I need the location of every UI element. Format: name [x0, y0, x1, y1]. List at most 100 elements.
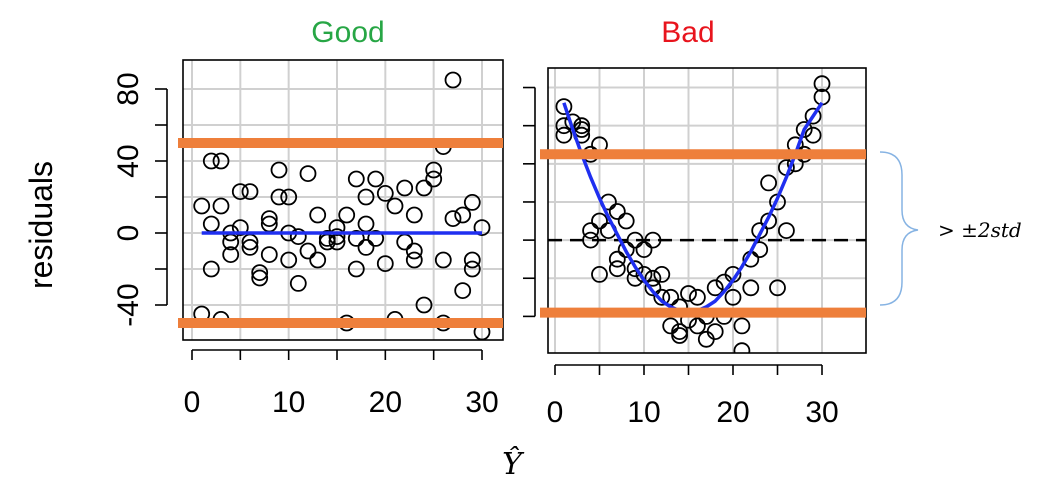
data-point	[260, 210, 278, 228]
data-point	[582, 222, 599, 240]
data-point	[591, 265, 608, 283]
data-point	[328, 228, 346, 246]
data-point	[733, 317, 751, 335]
data-point	[689, 317, 706, 335]
data-point	[425, 170, 443, 188]
data-point	[617, 241, 635, 259]
data-point	[644, 269, 662, 287]
data-point	[309, 251, 327, 269]
data-point	[454, 282, 472, 300]
bad-plot-frame	[547, 67, 867, 354]
data-point	[804, 126, 822, 144]
data-point	[357, 238, 375, 256]
x-tick-label: 30	[805, 396, 838, 429]
data-point	[724, 288, 742, 306]
data-point	[778, 222, 795, 240]
data-point	[280, 188, 298, 206]
data-point	[653, 265, 671, 283]
data-point	[241, 183, 259, 201]
data-point	[706, 323, 724, 341]
data-point	[608, 203, 626, 220]
data-point	[357, 188, 375, 206]
data-point	[662, 317, 680, 335]
data-point	[689, 288, 706, 306]
data-point	[804, 107, 822, 125]
data-point	[222, 246, 240, 264]
good-points	[193, 71, 491, 340]
data-point	[212, 152, 230, 170]
data-point	[251, 269, 269, 287]
data-point	[202, 152, 220, 170]
data-point	[644, 279, 662, 297]
data-point	[231, 183, 249, 201]
data-point	[444, 210, 462, 228]
data-point	[582, 231, 599, 249]
y-tick-label: 80	[112, 72, 145, 105]
data-point	[415, 296, 433, 314]
data-point	[680, 285, 697, 302]
y-tick-label: 40	[112, 144, 145, 177]
data-point	[405, 242, 423, 260]
x-tick-label: 10	[627, 396, 660, 429]
data-point	[318, 229, 336, 247]
bad-title: Bad	[661, 16, 714, 49]
x-tick-label: 0	[184, 386, 201, 419]
data-point	[425, 161, 443, 179]
data-point	[760, 174, 777, 192]
x-tick-label: 0	[547, 396, 564, 429]
data-point	[608, 250, 626, 268]
data-point	[671, 327, 688, 344]
data-point	[202, 260, 220, 278]
x-axis-label: Ŷ	[502, 446, 525, 482]
data-point	[193, 197, 211, 215]
data-point	[347, 260, 365, 278]
bad-panel: 0 10 20 30	[523, 67, 867, 429]
data-point	[270, 188, 288, 206]
data-point	[280, 251, 298, 269]
data-point	[626, 231, 644, 249]
data-point	[251, 264, 269, 282]
y-tick-label: -40	[112, 283, 145, 326]
data-point	[357, 215, 375, 233]
data-point	[444, 71, 462, 89]
data-point	[386, 197, 404, 215]
brace-icon	[879, 151, 919, 306]
std-annotation: > ±2std	[938, 218, 1022, 242]
y-axis-label: residuals	[23, 161, 59, 289]
data-point	[299, 165, 317, 183]
data-point	[769, 279, 786, 297]
x-tick-label: 20	[369, 386, 402, 419]
data-point	[376, 255, 394, 273]
data-point	[463, 251, 481, 269]
data-point	[434, 251, 452, 269]
data-point	[309, 206, 327, 224]
good-title: Good	[311, 16, 384, 49]
x-tick-label: 10	[272, 386, 305, 419]
good-panel: 0 10 20 30 -40 0 40 80	[112, 59, 504, 419]
good-plot-frame	[182, 59, 504, 341]
data-point	[813, 75, 831, 93]
data-point	[338, 206, 356, 224]
data-point	[415, 179, 433, 197]
data-point	[396, 179, 414, 197]
data-point	[241, 238, 259, 256]
data-point	[733, 342, 751, 353]
data-point	[367, 170, 385, 188]
bad-grid	[548, 68, 866, 353]
data-point	[299, 242, 317, 260]
data-point	[573, 117, 591, 135]
data-point	[463, 260, 481, 278]
data-point	[697, 330, 715, 348]
x-tick-label: 30	[465, 386, 498, 419]
data-point	[473, 219, 491, 237]
good-grid	[183, 60, 503, 340]
data-point	[202, 215, 220, 233]
data-point	[289, 274, 307, 292]
data-point	[795, 121, 813, 138]
data-point	[626, 260, 644, 278]
data-point	[608, 260, 626, 278]
data-point	[231, 219, 249, 237]
data-point	[662, 288, 680, 306]
data-point	[405, 251, 423, 269]
